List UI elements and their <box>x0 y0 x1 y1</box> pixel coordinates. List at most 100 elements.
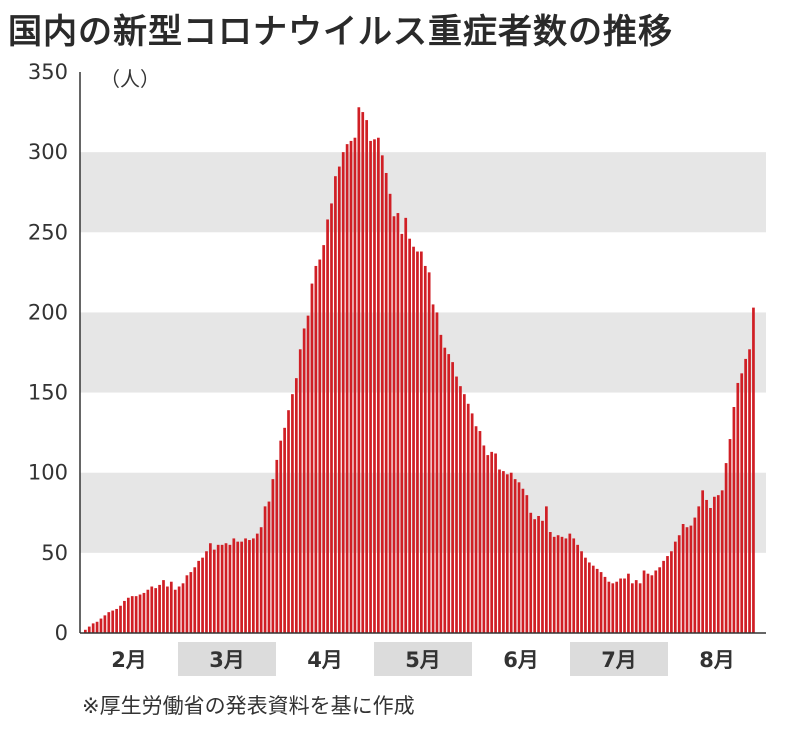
bar <box>416 251 419 633</box>
bar <box>748 349 751 633</box>
bar <box>103 615 107 633</box>
bar <box>279 440 283 633</box>
bar <box>548 532 552 633</box>
y-tick-label: 150 <box>28 381 68 405</box>
bar <box>701 490 705 633</box>
bar <box>392 216 396 633</box>
bar <box>502 471 505 633</box>
source-note: ※厚生労働省の発表資料を基に作成 <box>82 694 415 718</box>
bar <box>107 612 111 633</box>
bar <box>494 453 497 633</box>
bar <box>658 567 662 633</box>
bar <box>294 378 298 633</box>
bar <box>599 572 603 633</box>
bar <box>232 538 236 633</box>
bar <box>462 394 466 633</box>
bar <box>533 519 537 633</box>
grid-band <box>80 472 766 553</box>
bar <box>166 586 169 633</box>
bar <box>556 535 560 633</box>
bar <box>322 245 326 634</box>
bar <box>302 328 306 633</box>
bar <box>705 499 708 633</box>
bar <box>142 592 146 633</box>
bar <box>181 583 185 633</box>
bar <box>451 362 454 633</box>
bar <box>439 334 443 633</box>
bar <box>169 581 173 633</box>
bar <box>470 413 474 633</box>
bar <box>201 557 204 633</box>
bar <box>478 431 482 633</box>
y-tick-label: 50 <box>41 541 68 565</box>
month-label: 3月 <box>209 648 245 672</box>
bar <box>334 176 337 633</box>
bar <box>627 573 630 633</box>
bar <box>373 139 376 633</box>
bar <box>650 575 654 633</box>
bar <box>306 315 310 633</box>
month-cell <box>178 642 276 676</box>
bar <box>654 570 658 633</box>
bar <box>580 551 583 633</box>
bar <box>420 251 423 633</box>
bar <box>435 312 439 633</box>
bar <box>572 538 576 633</box>
bar <box>603 576 607 633</box>
bar <box>177 586 181 633</box>
bar <box>298 349 302 633</box>
bar <box>584 557 587 633</box>
bar <box>525 495 529 633</box>
bar <box>396 213 400 634</box>
bar <box>740 373 744 633</box>
bar <box>111 610 115 633</box>
month-label: 2月 <box>111 648 147 672</box>
bar <box>466 403 470 633</box>
bar <box>505 474 509 633</box>
bar <box>173 589 177 633</box>
bar <box>459 386 462 633</box>
bar <box>388 193 392 633</box>
bar <box>662 560 665 633</box>
month-cell <box>374 642 472 676</box>
bar <box>537 515 540 633</box>
month-label: 5月 <box>405 648 441 672</box>
bar <box>138 594 142 633</box>
bar <box>224 543 228 633</box>
y-tick-label: 350 <box>28 60 68 84</box>
bar-series <box>84 107 755 634</box>
bar <box>588 562 591 633</box>
month-cell <box>80 642 178 676</box>
bar <box>720 490 724 633</box>
month-cell <box>276 642 374 676</box>
bar <box>255 533 259 633</box>
bar <box>752 307 755 633</box>
bar <box>638 583 642 633</box>
bar <box>673 541 677 633</box>
bar <box>486 455 490 633</box>
month-strip: 2月 3月 4月 5月 6月 7月 8月 <box>80 642 766 676</box>
bar <box>728 439 732 633</box>
bar <box>349 140 353 634</box>
bar <box>216 544 220 633</box>
grid-band <box>80 152 766 233</box>
month-cell <box>472 642 570 676</box>
bar <box>474 426 478 633</box>
y-axis-unit: （人） <box>100 67 160 91</box>
bar <box>642 570 646 633</box>
bar <box>685 527 689 633</box>
bar <box>630 583 634 633</box>
bar <box>154 588 158 633</box>
bar <box>513 479 517 633</box>
bar <box>361 112 365 633</box>
bar <box>689 525 693 633</box>
bar <box>443 347 447 633</box>
bar <box>330 203 333 633</box>
bar <box>509 472 513 633</box>
bar <box>267 501 271 633</box>
bar <box>408 238 411 633</box>
bar <box>205 551 208 633</box>
bar <box>693 517 697 633</box>
y-tick-label: 100 <box>28 461 68 485</box>
